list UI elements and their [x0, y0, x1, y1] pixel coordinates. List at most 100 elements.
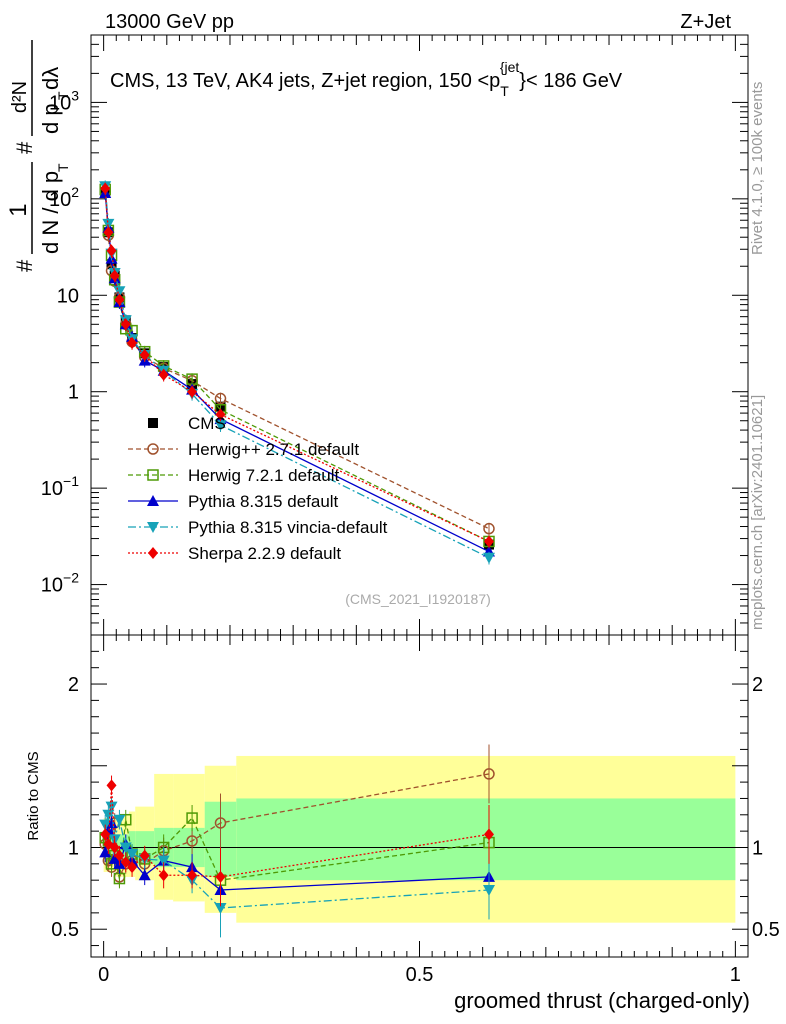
ratio-y-tick-label-right: 0.5	[752, 919, 780, 941]
main-point-sherpa-2-2-9-default	[187, 385, 198, 398]
y-tick-base: 10	[41, 575, 63, 597]
y-tick-base: 10	[41, 478, 63, 500]
legend-label-cms: CMS	[188, 414, 226, 433]
main-line-herwig-7-2-1-default	[104, 189, 490, 543]
ratio-point-sherpa-2-2-9-default	[139, 849, 150, 862]
main-point-sherpa-2-2-9-default	[139, 349, 150, 362]
ratio-y-tick-label-right: 2	[752, 674, 763, 696]
ratio-point-sherpa-2-2-9-default	[114, 849, 125, 862]
main-point-sherpa-2-2-9-default	[127, 336, 138, 349]
ratio-point-pythia-8-315-vincia-default	[214, 902, 227, 914]
chart-title-main: CMS, 13 TeV, AK4 jets, Z+jet region, 150…	[110, 70, 500, 92]
main-point-herwig-2-7-1-default	[214, 392, 227, 405]
ratio-point-herwig-2-7-1-default	[186, 835, 198, 847]
legend-label-sherpa-2-2-9-default: Sherpa 2.2.9 default	[188, 544, 341, 563]
ratio-point-pythia-8-315-default	[138, 869, 151, 881]
main-line-pythia-8-315-vincia-default	[104, 186, 490, 559]
y-tick-base: 10	[49, 189, 71, 211]
ylabel-denominator-1-sub: T	[55, 163, 71, 172]
legend-label-pythia-8-315-default: Pythia 8.315 default	[188, 492, 339, 511]
ratio-y-tick-label-left: 1	[68, 837, 79, 859]
y-tick-label: 10−1	[41, 473, 79, 500]
chart-title-sub: T	[500, 83, 509, 99]
y-tick-exponent: −1	[63, 473, 79, 489]
main-point-pythia-8-315-vincia-default	[214, 420, 227, 432]
y-tick-label: 1	[68, 382, 79, 404]
ratio-line-sherpa-2-2-9-default	[104, 785, 490, 878]
ratio-point-sherpa-2-2-9-default	[120, 856, 131, 869]
ratio-point-pythia-8-315-vincia-default	[126, 849, 139, 861]
ratio-point-pythia-8-315-vincia-default	[113, 814, 126, 826]
legend-marker-herwig-2-7-1-default	[147, 443, 159, 455]
chart-title-sup-close: }	[519, 70, 526, 92]
chart-title-sup: {jet	[500, 59, 520, 75]
legend-label-pythia-8-315-vincia-default: Pythia 8.315 vincia-default	[188, 518, 388, 537]
main-point-sherpa-2-2-9-default	[215, 408, 226, 421]
x-tick-label: 0	[98, 964, 109, 986]
ratio-point-herwig-2-7-1-default	[483, 768, 495, 780]
legend-label-herwig-7-2-1-default: Herwig 7.2.1 default	[188, 466, 339, 485]
main-point-herwig-2-7-1-default	[483, 522, 495, 535]
ratio-point-sherpa-2-2-9-default	[109, 841, 120, 854]
ylabel-denominator-2-tail: dλ	[38, 67, 63, 90]
ratio-point-sherpa-2-2-9-default	[100, 828, 111, 841]
x-axis-label: groomed thrust (charged-only)	[454, 988, 750, 1013]
header-right-label: Z+Jet	[680, 11, 731, 33]
ratio-line-herwig-7-2-1-default	[104, 816, 490, 881]
main-point-pythia-8-315-vincia-default	[482, 552, 495, 564]
legend-marker-herwig-7-2-1-default	[147, 469, 159, 481]
ratio-point-pythia-8-315-default	[105, 816, 118, 828]
ylabel-denominator-1: d N / d p	[38, 171, 63, 254]
chart-title: CMS, 13 TeV, AK4 jets, Z+jet region, 150…	[110, 59, 623, 99]
main-line-sherpa-2-2-9-default	[104, 188, 490, 543]
main-point-pythia-8-315-vincia-default	[113, 286, 126, 298]
chart-title-tail: < 186 GeV	[526, 70, 623, 92]
axes	[90, 34, 749, 958]
main-point-sherpa-2-2-9-default	[114, 293, 125, 306]
y-tick-label: 103	[49, 87, 79, 114]
ratio-point-sherpa-2-2-9-default	[187, 869, 198, 882]
y-tick-label: 102	[49, 184, 79, 211]
ratio-point-sherpa-2-2-9-default	[483, 828, 494, 841]
main-point-sherpa-2-2-9-default	[103, 226, 114, 239]
stat-uncertainty-band	[236, 798, 736, 881]
ratio-point-herwig-7-2-1-default	[186, 812, 198, 824]
main-point-sherpa-2-2-9-default	[120, 318, 131, 331]
x-tick-label: 1	[730, 964, 741, 986]
y-tick-exponent: −2	[63, 570, 79, 586]
legend-marker-pythia-8-315-vincia-default	[147, 522, 159, 533]
y-tick-exponent: 2	[71, 184, 79, 200]
legend-label-herwig-2-7-1-default: Herwig++ 2.7.1 default	[188, 440, 359, 459]
side-label-rivet: Rivet 4.1.0, ≥ 100k events	[749, 82, 766, 255]
ylabel-hash: #	[12, 259, 37, 272]
legend-marker-sherpa-2-2-9-default	[148, 547, 158, 559]
legend-marker-cms	[148, 418, 158, 428]
series-layer	[99, 180, 495, 938]
ratio-point-pythia-8-315-vincia-default	[157, 855, 170, 867]
main-point-sherpa-2-2-9-default	[106, 244, 117, 257]
ratio-point-sherpa-2-2-9-default	[215, 870, 226, 883]
ratio-point-pythia-8-315-vincia-default	[119, 842, 132, 854]
x-tick-label: 0.5	[406, 964, 434, 986]
header-left-label: 13000 GeV pp	[105, 11, 234, 33]
y-tick-base: 10	[49, 92, 71, 114]
ratio-point-sherpa-2-2-9-default	[106, 779, 117, 792]
ratio-point-pythia-8-315-default	[99, 846, 112, 858]
ratio-point-pythia-8-315-vincia-default	[482, 884, 495, 896]
side-label-mcplots: mcplots.cern.ch [arXiv:2401.10621]	[749, 395, 766, 630]
ylabel-denominator-2: d p	[38, 103, 63, 134]
y-tick-label: 10−2	[41, 570, 79, 597]
ratio-y-tick-label-right: 1	[752, 837, 763, 859]
ylabel-numerator-1: 1	[5, 203, 32, 216]
main-point-sherpa-2-2-9-default	[483, 535, 494, 548]
ratio-y-tick-label-left: 0.5	[51, 919, 79, 941]
ratio-point-sherpa-2-2-9-default	[127, 861, 138, 874]
ylabel-denominator-2-sub: T	[55, 91, 71, 100]
ratio-point-sherpa-2-2-9-default	[158, 869, 169, 882]
ylabel-numerator-2: d²N	[9, 81, 31, 113]
ratio-y-tick-label-left: 2	[68, 674, 79, 696]
y-tick-label: 10	[57, 285, 79, 307]
